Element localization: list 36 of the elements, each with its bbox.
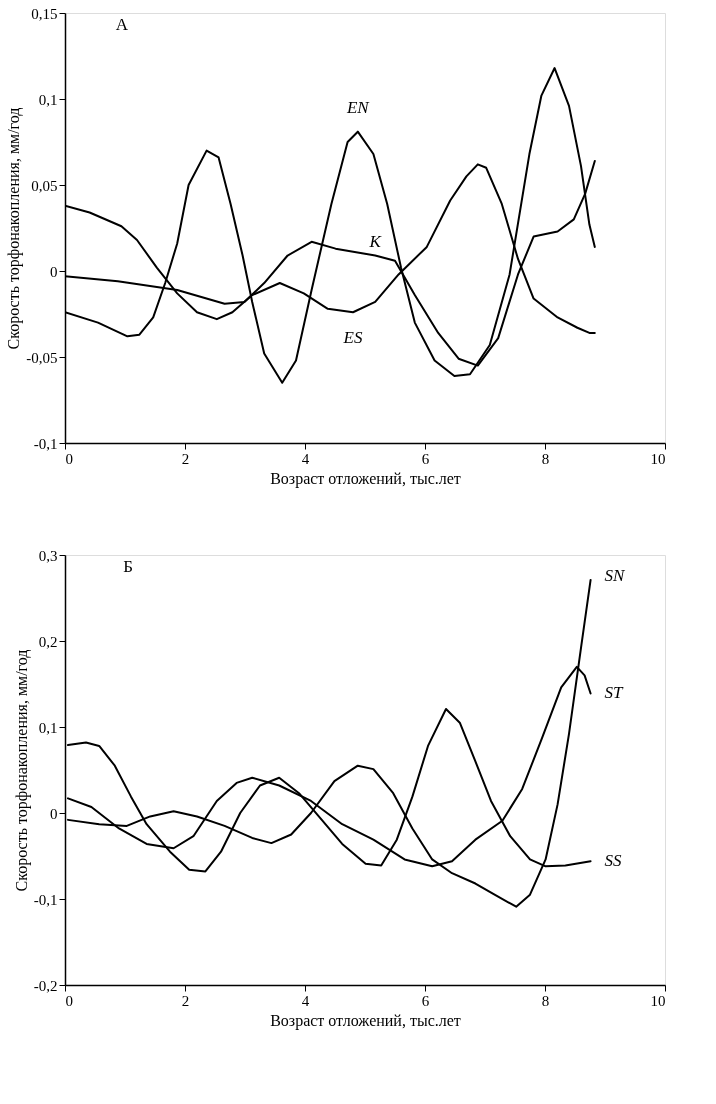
y-tick-label: 0,2 [38,633,58,650]
y-tick-label: 0,1 [38,719,58,736]
x-tick-label: 8 [541,992,550,1009]
y-tick-label: 0,15 [31,5,58,22]
series-label: SS [604,851,623,871]
x-tick-label: 10 [650,992,666,1009]
y-tick-label: 0 [50,263,58,280]
x-tick-label: 8 [541,450,550,467]
y-tick-label: -0,1 [33,891,58,908]
series-label: ES [342,328,363,348]
series-label: ST [604,683,625,703]
series-label: EN [345,97,371,117]
series-label: K [368,231,383,251]
x-tick-label: 0 [65,992,73,1009]
x-tick-label: 0 [65,450,73,467]
y-tick-label: -0,05 [26,349,58,366]
x-tick-label: 6 [421,450,430,467]
y-tick-label: -0,1 [33,435,58,452]
y-tick-label: 0,05 [31,177,58,194]
x-axis-title: Возраст отложений, тыс.лет [270,469,461,488]
y-tick-label: 0 [50,805,58,822]
y-tick-label: 0,3 [38,547,58,564]
x-tick-label: 10 [650,450,666,467]
x-tick-label: 2 [181,450,190,467]
x-tick-label: 4 [301,992,310,1009]
chart-title: Б [123,557,134,576]
y-axis-title: Скорость торфонакопления, мм/год [5,107,24,350]
y-tick-label: -0,2 [33,977,58,994]
series-label: SN [604,565,627,585]
y-tick-label: 0,1 [38,91,58,108]
x-tick-label: 4 [301,450,310,467]
chart-title: А [115,15,129,34]
x-tick-label: 6 [421,992,430,1009]
x-axis-title: Возраст отложений, тыс.лет [270,1011,461,1030]
y-axis-title: Скорость торфонакопления, мм/год [12,649,31,892]
x-tick-label: 2 [181,992,190,1009]
